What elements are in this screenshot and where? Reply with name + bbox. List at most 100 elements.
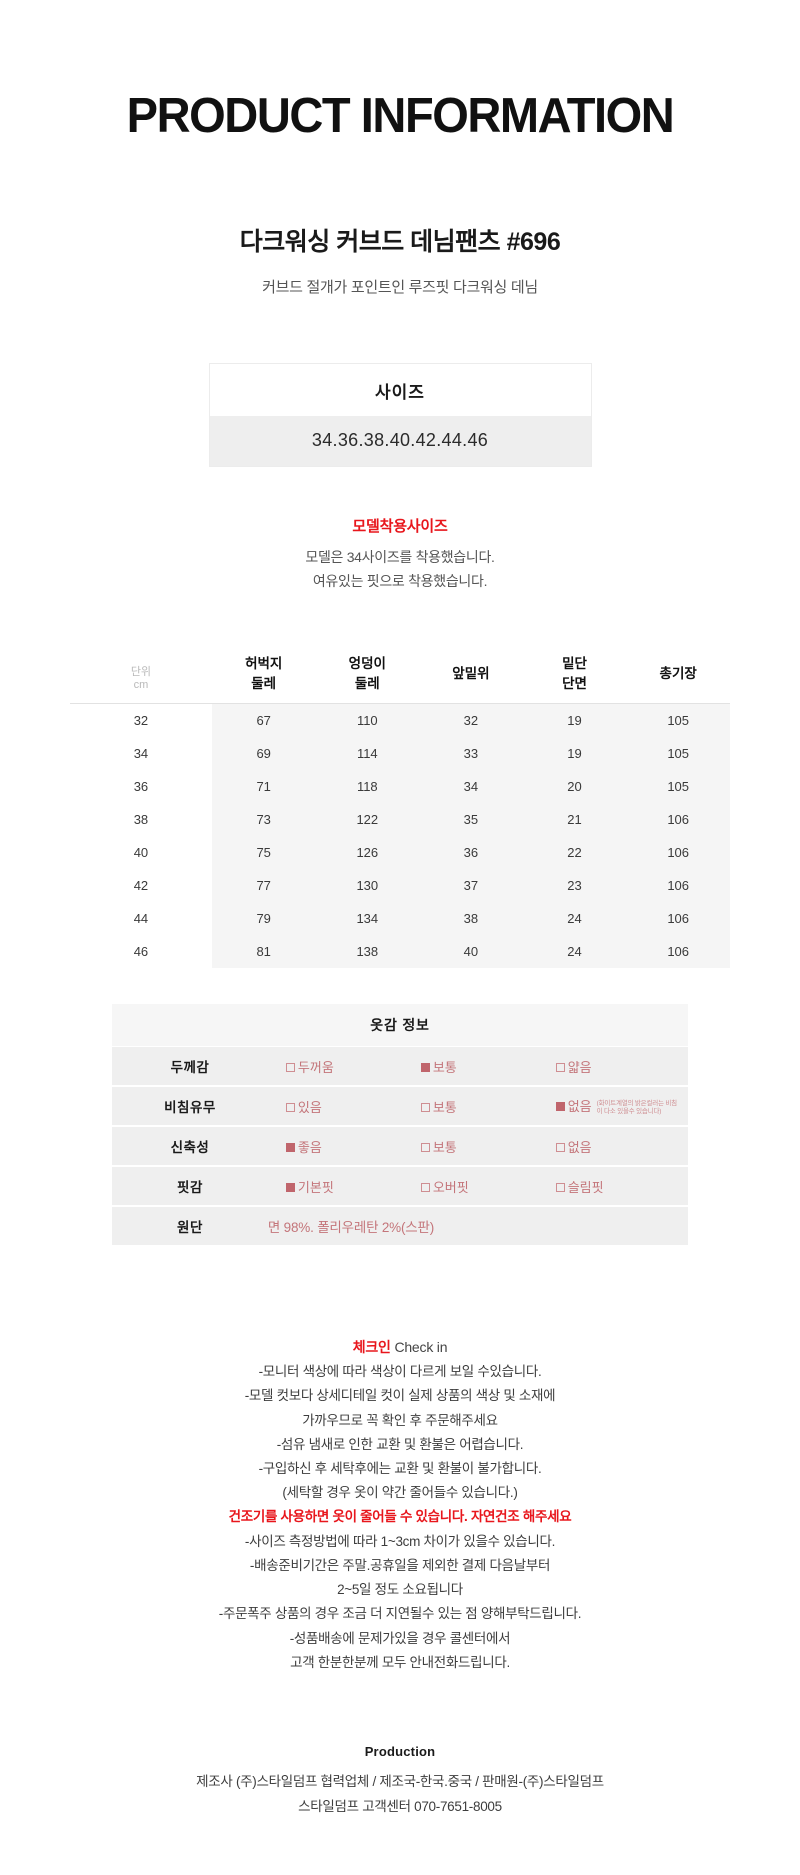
unit-label-line2: cm [133, 678, 149, 691]
fabric-option: 좋음 [267, 1126, 403, 1168]
column-header-line1: 엉덩이 [348, 656, 386, 671]
column-header-line1: 허벅지 [245, 656, 283, 671]
measurement-value-cell: 77 [211, 869, 316, 903]
fabric-option: 보통 [402, 1086, 538, 1128]
measurement-value-cell: 118 [315, 770, 420, 804]
fabric-row: 신축성 좋음 보통 없음 [112, 1126, 688, 1168]
column-header-line2: 둘레 [251, 675, 277, 691]
size-box-header: 사이즈 [209, 364, 591, 416]
fabric-option-note: (화이트계열의 밝은컬러는 비침이 다소 있을수 있습니다) [596, 1099, 678, 1115]
checkbox-checked-icon [555, 1102, 565, 1112]
column-header: 밑단 단면 [522, 645, 627, 705]
column-header-line2: 둘레 [354, 675, 380, 691]
column-header-line1: 앞밑위 [452, 665, 490, 681]
production-block: Production 제조사 (주)스타일덤프 협력업체 / 제조국-한국.중국… [0, 1744, 800, 1815]
fabric-table-header: 옷감 정보 [112, 1004, 688, 1048]
fabric-option-label: 슬림핏 [567, 1179, 604, 1195]
checkbox-icon [285, 1102, 295, 1112]
fabric-option-label: 보통 [432, 1059, 457, 1075]
production-line-1: 제조사 (주)스타일덤프 협력업체 / 제조국-한국.중국 / 판매원-(주)스… [196, 1773, 604, 1789]
checkin-block: 체크인 Check in -모니터 색상에 따라 색상이 다르게 보일 수있습니… [0, 1337, 800, 1672]
production-line-2: 스타일덤프 고객센터 070-7651-8005 [298, 1798, 502, 1814]
fabric-option-label: 보통 [432, 1099, 457, 1115]
measurement-value-cell: 38 [419, 902, 523, 936]
table-row: 38 73 122 35 21 106 [70, 803, 730, 837]
checkbox-icon [555, 1062, 565, 1072]
model-size-line-1: 모델은 34사이즈를 착용했습니다. [305, 549, 495, 565]
measurement-value-cell: 24 [522, 902, 627, 936]
fabric-table-wrap: 옷감 정보 두께감 두꺼움 보통 얇음 비침유무 있음 보통 없음 (화이트계열의 밝은컬러는 … [0, 1004, 800, 1248]
fabric-option: 있음 [267, 1086, 403, 1128]
checkin-line: (세탁할 경우 옷이 약간 줄어들수 있습니다.) [282, 1485, 518, 1501]
table-row: 32 67 110 32 19 105 [70, 703, 730, 738]
fabric-table-body: 옷감 정보 두께감 두꺼움 보통 얇음 비침유무 있음 보통 없음 (화이트계열의 밝은컬러는 … [112, 1004, 688, 1248]
checkin-title-ko: 체크인 [352, 1339, 391, 1356]
fabric-row-label: 비침유무 [112, 1086, 268, 1128]
measurement-value-cell: 34 [419, 770, 523, 804]
production-title: Production [364, 1743, 436, 1759]
model-size-block: 모델착용사이즈 모델은 34사이즈를 착용했습니다. 여유있는 핏으로 착용했습… [0, 515, 800, 591]
checkin-line: -모델 컷보다 상세디테일 컷이 실제 상품의 색상 및 소재에 [244, 1388, 556, 1404]
table-row: 42 77 130 37 23 106 [70, 869, 730, 903]
fabric-option: 기본핏 [267, 1166, 403, 1208]
fabric-table-header-row: 옷감 정보 [112, 1004, 688, 1048]
measurement-value-cell: 23 [522, 869, 627, 903]
checkin-title-en: Check in [394, 1339, 448, 1356]
measurement-size-cell: 32 [70, 703, 212, 738]
fabric-row-label: 신축성 [112, 1126, 268, 1168]
checkin-line: 가까우므로 꼭 확인 후 주문해주세요 [302, 1412, 498, 1428]
measurement-value-cell: 20 [522, 770, 627, 804]
checkin-line: -배송준비기간은 주말.공휴일을 제외한 결제 다음날부터 [249, 1557, 551, 1573]
fabric-option-label: 없음 [567, 1099, 592, 1115]
fabric-option: 얇음 [537, 1046, 688, 1088]
fabric-option: 없음 [537, 1126, 688, 1168]
checkin-line: -구입하신 후 세탁후에는 교환 및 환불이 불가합니다. [258, 1461, 542, 1476]
checkin-line: 건조기를 사용하면 옷이 줄어들 수 있습니다. 자연건조 해주세요 [228, 1509, 572, 1525]
measurement-value-cell: 105 [626, 770, 730, 804]
checkin-title: 체크인 Check in [0, 1337, 800, 1357]
column-header-line1: 밑단 [562, 656, 587, 671]
checkin-line: -사이즈 측정방법에 따라 1~3cm 차이가 있을수 있습니다. [244, 1533, 556, 1549]
checkbox-checked-icon [420, 1062, 430, 1072]
checkbox-icon [420, 1182, 430, 1192]
table-row: 46 81 138 40 24 106 [70, 935, 730, 969]
fabric-option-label: 좋음 [297, 1139, 322, 1155]
checkbox-icon [555, 1142, 565, 1152]
measurement-value-cell: 19 [522, 703, 627, 738]
fabric-material-label: 원단 [112, 1206, 268, 1248]
checkbox-checked-icon [285, 1142, 295, 1152]
measurement-value-cell: 114 [315, 737, 420, 771]
unit-header: 단위 cm [70, 645, 212, 705]
measurement-value-cell: 67 [211, 703, 316, 738]
measurement-size-cell: 44 [70, 902, 212, 936]
checkin-line: 2~5일 정도 소요됩니다 [337, 1582, 463, 1598]
measurement-value-cell: 79 [211, 902, 316, 936]
measurement-value-cell: 122 [315, 803, 420, 837]
fabric-option-label: 기본핏 [297, 1179, 334, 1195]
measurement-value-cell: 81 [211, 935, 316, 969]
measurement-value-cell: 36 [419, 836, 523, 870]
column-header: 허벅지 둘레 [211, 645, 316, 705]
table-header-row: 단위 cm 허벅지 둘레 엉덩이 둘레 앞밑위 [70, 645, 730, 705]
checkin-line: -모니터 색상에 따라 색상이 다르게 보일 수있습니다. [258, 1364, 542, 1380]
fabric-option-label: 있음 [297, 1099, 322, 1115]
measurement-value-cell: 73 [211, 803, 316, 837]
measurement-value-cell: 105 [626, 703, 730, 738]
measurement-value-cell: 106 [626, 902, 730, 936]
fabric-option: 오버핏 [402, 1166, 538, 1208]
table-row: 44 79 134 38 24 106 [70, 902, 730, 936]
measurement-value-cell: 110 [315, 703, 420, 738]
fabric-option-label: 오버핏 [432, 1179, 469, 1195]
measurement-value-cell: 106 [626, 803, 730, 837]
measurement-table-wrap: 단위 cm 허벅지 둘레 엉덩이 둘레 앞밑위 [0, 645, 800, 969]
product-name: 다크워싱 커브드 데님팬츠 #696 [239, 228, 561, 256]
table-row: 40 75 126 36 22 106 [70, 836, 730, 870]
measurement-size-cell: 38 [70, 803, 212, 837]
fabric-option: 보통 [402, 1046, 538, 1088]
fabric-option: 보통 [402, 1126, 538, 1168]
fabric-row: 원단 면 98%. 폴리우레탄 2%(스판) [112, 1206, 688, 1248]
measurement-size-cell: 34 [70, 737, 212, 771]
measurement-size-cell: 36 [70, 770, 212, 804]
fabric-row: 두께감 두꺼움 보통 얇음 [112, 1046, 688, 1088]
